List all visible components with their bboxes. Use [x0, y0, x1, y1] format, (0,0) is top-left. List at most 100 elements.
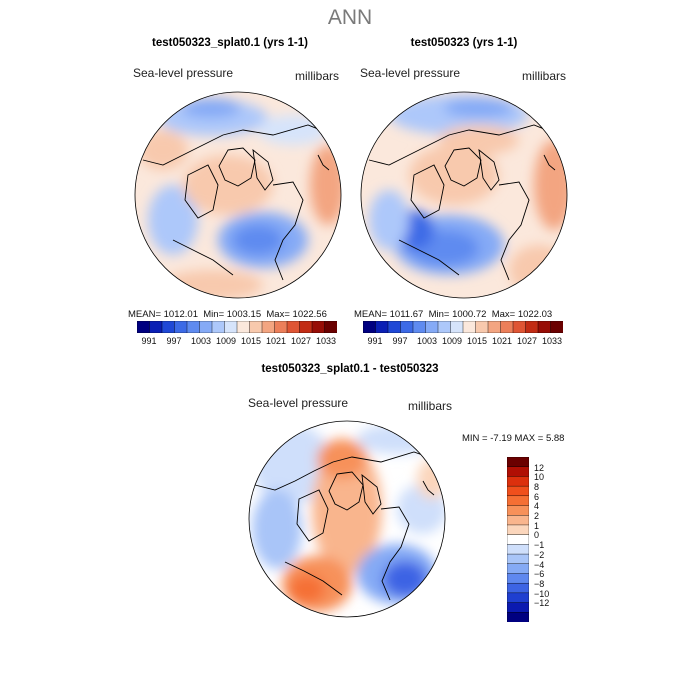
panel-2-coastlines	[368, 124, 560, 281]
colorbar-swatch	[537, 321, 552, 333]
panel-3-colorbar-label: −10	[534, 588, 550, 599]
panel-2-mean-value: 1011.67	[389, 309, 424, 320]
panel-2-aleutian-low-core	[444, 98, 514, 118]
panel-1-variable-label: Sea-level pressure	[133, 66, 234, 80]
panel-2-units-label: millibars	[522, 69, 567, 83]
panel-2-colorbar-label: 1021	[491, 336, 513, 346]
colorbar-swatch	[299, 321, 313, 333]
panel-1-colorbar-label: 1033	[315, 336, 337, 346]
panel-2-colorbar-label: 1003	[416, 336, 438, 346]
panel-3-colorbar-label: −12	[534, 598, 550, 609]
colorbar-swatch	[137, 321, 151, 333]
panel-1-azores-high	[163, 270, 263, 298]
panel-2-colorbar	[363, 321, 563, 333]
colorbar-swatch	[525, 321, 539, 333]
main-title: ANN	[327, 6, 373, 29]
colorbar-swatch	[462, 321, 477, 333]
panel-3-colorbar-label: −2	[534, 549, 545, 560]
panel-2-colorbar-label: 997	[392, 336, 408, 346]
colorbar-swatch	[174, 321, 188, 333]
panel-3-colorbar-label: 2	[534, 511, 540, 521]
colorbar-swatch	[475, 321, 489, 333]
colorbar-swatch	[236, 321, 251, 333]
panel-2-min-label: Min=	[428, 309, 450, 320]
panel-1-max-label: Max=	[266, 309, 290, 320]
panel-2-north-america-high	[509, 245, 567, 295]
panel-3-colorbar-label: 6	[534, 491, 540, 502]
panel-1-aleutian-low-core	[181, 98, 241, 118]
panel-1-colorbar-label: 997	[166, 336, 182, 346]
panel-1-icelandic-low-core	[233, 225, 283, 255]
colorbar-swatch	[507, 476, 529, 487]
panel-1-north-pacific-shade	[258, 115, 328, 145]
panel-3-colorbar-label: 1	[534, 520, 540, 531]
colorbar-swatch	[437, 321, 452, 333]
panel-1-map	[134, 91, 342, 299]
colorbar-swatch	[199, 321, 213, 333]
panel-3-min-value: -7.19	[490, 433, 512, 444]
panel-1-colorbar-label: 1021	[265, 336, 287, 346]
panel-3-colorbar-label: −4	[534, 559, 545, 570]
colorbar-swatch	[507, 534, 529, 545]
panel-2-max-label: Max=	[491, 309, 516, 320]
colorbar-swatch	[286, 321, 301, 333]
panel-1-min-value: 1003.15	[226, 309, 262, 320]
colorbar-swatch	[507, 602, 529, 613]
panel-1-colorbar-label: 991	[141, 336, 157, 346]
colorbar-swatch	[507, 592, 529, 604]
colorbar-swatch	[249, 321, 263, 333]
colorbar-swatch	[507, 563, 529, 574]
panel-3-central-positive-core	[317, 439, 367, 479]
panel-2-colorbar-label: 1009	[441, 336, 463, 346]
colorbar-swatch	[507, 524, 529, 536]
colorbar-swatch	[400, 321, 414, 333]
panel-1-colorbar	[137, 321, 337, 333]
panel-1-title: test050323_splat0.1 (yrs 1-1)	[152, 37, 308, 49]
panel-1-map-border	[134, 91, 342, 299]
colorbar-swatch	[507, 495, 529, 507]
colorbar-swatch	[507, 457, 529, 468]
colorbar-swatch	[274, 321, 288, 333]
colorbar-swatch	[161, 321, 176, 333]
panel-3-colorbar-label: 4	[534, 501, 540, 512]
panel-1-arctic-high	[183, 155, 273, 215]
panel-1-stats: MEAN= 1012.01 Min= 1003.15 Max= 1022.56	[128, 309, 327, 320]
colorbar-swatch	[149, 321, 163, 333]
panel-2-title: test050323 (yrs 1-1)	[410, 37, 518, 49]
panel-3-variable-label: Sea-level pressure	[248, 396, 349, 410]
panel-2-colorbar-label: 991	[367, 336, 383, 346]
panel-3-coastlines	[254, 451, 443, 601]
panel-2-stats: MEAN= 1011.67 Min= 1000.72 Max= 1022.03	[354, 309, 552, 320]
colorbar-swatch	[500, 321, 514, 333]
panel-3-stats: MIN = -7.19 MAX = 5.88	[462, 433, 564, 444]
colorbar-swatch	[425, 321, 439, 333]
panel-2-map-border	[360, 91, 568, 299]
panel-3-title: test050323_splat0.1 - test050323	[261, 363, 439, 375]
panel-3-units-label: millibars	[408, 399, 453, 413]
panel-3-colorbar-label: 0	[534, 530, 540, 541]
panel-2-european-low	[369, 190, 409, 250]
colorbar-swatch	[507, 582, 529, 594]
colorbar-swatch	[311, 321, 326, 333]
panel-3-colorbar-label: −8	[534, 578, 545, 589]
panel-3-north-negative	[357, 424, 437, 454]
colorbar-swatch	[224, 321, 238, 333]
colorbar-swatch	[487, 321, 502, 333]
panel-3-min-label: MIN =	[462, 433, 488, 444]
panel-3-max-label: MAX =	[514, 433, 544, 444]
colorbar-swatch	[211, 321, 226, 333]
panel-3-map	[248, 420, 446, 618]
panel-3-colorbar	[507, 457, 529, 622]
colorbar-swatch	[512, 321, 527, 333]
panel-2-colorbar-label: 1027	[516, 336, 538, 346]
panel-3-colorbar-label: 8	[534, 481, 540, 492]
panel-2-mean-label: MEAN=	[354, 309, 387, 320]
colorbar-swatch	[450, 321, 464, 333]
colorbar-swatch	[507, 612, 529, 622]
panel-3-west-negative	[252, 489, 302, 569]
colorbar-swatch	[550, 321, 563, 333]
panel-1-mean-label: MEAN=	[128, 309, 161, 320]
panel-1-min-label: Min=	[203, 309, 225, 320]
colorbar-swatch	[507, 466, 529, 477]
colorbar-swatch	[363, 321, 377, 333]
